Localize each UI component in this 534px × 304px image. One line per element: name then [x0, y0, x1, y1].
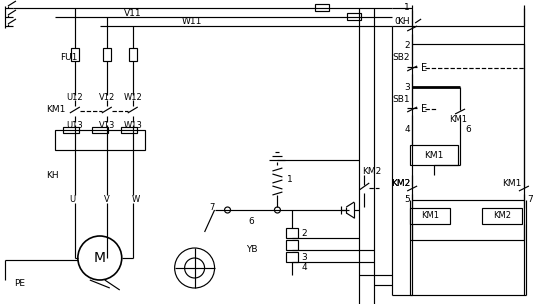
Text: V11: V11 [124, 9, 142, 18]
Text: U12: U12 [67, 94, 83, 102]
Bar [316, 4, 329, 11]
Text: E: E [421, 104, 427, 114]
Bar [347, 13, 362, 20]
Text: 5: 5 [404, 195, 410, 205]
Bar [55, 130, 145, 150]
Text: 1: 1 [404, 4, 410, 12]
Bar [482, 208, 522, 224]
Text: W11: W11 [182, 16, 202, 26]
Text: 3: 3 [302, 254, 307, 262]
Text: KM1: KM1 [425, 150, 444, 160]
Text: KM1: KM1 [421, 212, 439, 220]
Text: 1: 1 [287, 175, 292, 185]
Text: 3: 3 [404, 82, 410, 92]
Bar [71, 48, 79, 61]
Text: KM2: KM2 [391, 178, 410, 188]
Text: 0: 0 [394, 16, 400, 26]
Text: V13: V13 [99, 120, 115, 130]
Text: 4: 4 [302, 264, 307, 272]
Text: 7: 7 [209, 202, 214, 212]
Text: 7: 7 [527, 195, 532, 205]
Text: 2: 2 [405, 42, 410, 50]
Text: V: V [104, 195, 109, 205]
Text: SB1: SB1 [392, 95, 410, 103]
Text: 4: 4 [405, 126, 410, 134]
Text: M: M [94, 251, 106, 265]
Bar [410, 145, 458, 165]
Bar [92, 127, 108, 133]
Text: KM2: KM2 [391, 178, 410, 188]
Text: U13: U13 [66, 120, 83, 130]
Bar [103, 48, 111, 61]
Text: W12: W12 [123, 94, 142, 102]
Text: KM1: KM1 [502, 178, 522, 188]
Text: V12: V12 [99, 94, 115, 102]
Text: YB: YB [246, 246, 257, 254]
Text: PE: PE [14, 278, 26, 288]
Text: SB2: SB2 [392, 53, 410, 61]
Bar [129, 48, 137, 61]
Text: KH: KH [397, 18, 410, 26]
Text: U: U [69, 195, 75, 205]
Text: 6: 6 [465, 126, 471, 134]
Bar [286, 240, 299, 250]
Bar [121, 127, 137, 133]
Bar [63, 127, 79, 133]
Bar [286, 228, 299, 238]
Text: E: E [421, 63, 427, 73]
Bar [410, 208, 450, 224]
Text: KH: KH [46, 171, 59, 179]
Text: FU1: FU1 [60, 53, 77, 61]
Text: W: W [131, 195, 140, 205]
Text: KM2: KM2 [493, 212, 511, 220]
Text: KM1: KM1 [46, 105, 65, 113]
Text: W13: W13 [123, 120, 142, 130]
Text: KM2: KM2 [362, 168, 381, 177]
Text: 6: 6 [249, 217, 254, 226]
Text: 2: 2 [302, 229, 307, 237]
Text: KM1: KM1 [449, 116, 467, 125]
Bar [286, 252, 299, 262]
